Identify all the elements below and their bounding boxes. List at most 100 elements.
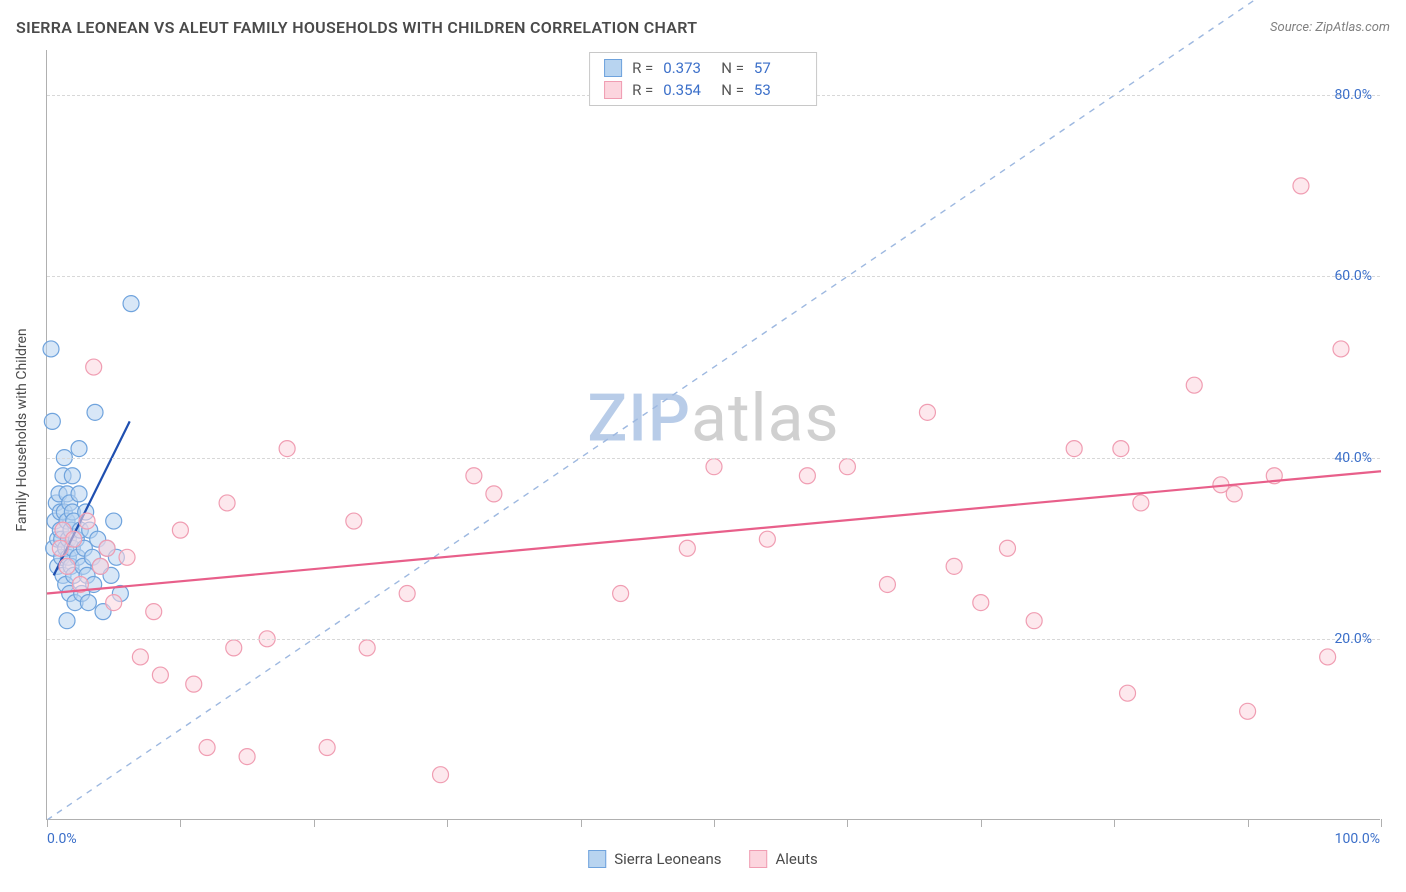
scatter-point [186,676,202,692]
series-legend-item: Sierra Leoneans [588,850,721,868]
x-tick [314,819,315,827]
scatter-point [106,513,122,529]
scatter-point [1333,341,1349,357]
stats-legend-row: R = 0.373 N = 57 [604,57,802,79]
x-tick [847,819,848,827]
y-tick-label: 60.0% [1334,268,1372,284]
legend-swatch [749,850,767,868]
x-tick-label-max: 100.0% [1335,831,1380,847]
scatter-point [613,586,629,602]
scatter-point [346,513,362,529]
r-label: R = [632,59,653,77]
stats-legend-row: R = 0.354 N = 53 [604,79,802,101]
series-legend-item: Aleuts [749,850,817,868]
scatter-point [86,359,102,375]
x-tick [47,819,48,827]
scatter-point [132,649,148,665]
n-value: 53 [754,81,802,99]
scatter-point [92,558,108,574]
scatter-point [43,341,59,357]
scatter-point [1026,613,1042,629]
n-value: 57 [754,59,802,77]
scatter-point [239,749,255,765]
x-tick [1248,819,1249,827]
x-tick [447,819,448,827]
scatter-point [359,640,375,656]
scatter-point [226,640,242,656]
n-label: N = [721,81,744,99]
x-tick [1114,819,1115,827]
gridline-h [47,276,1380,277]
gridline-h [47,639,1380,640]
scatter-point [279,441,295,457]
y-tick-label: 20.0% [1334,631,1372,647]
scatter-point [973,595,989,611]
scatter-point [146,604,162,620]
scatter-point [946,558,962,574]
scatter-point [119,549,135,565]
scatter-point [399,586,415,602]
scatter-point [799,468,815,484]
scatter-point [123,296,139,312]
scatter-point [152,667,168,683]
scatter-point [433,767,449,783]
r-label: R = [632,81,653,99]
scatter-point [999,540,1015,556]
legend-swatch [588,850,606,868]
scatter-point [71,486,87,502]
scatter-plot-area: ZIPatlas 20.0%40.0%60.0%80.0%0.0%100.0% [46,50,1380,820]
y-tick-label: 40.0% [1334,450,1372,466]
series-legend: Sierra Leoneans Aleuts [588,850,818,868]
scatter-point [759,531,775,547]
scatter-point [919,404,935,420]
scatter-point [839,459,855,475]
scatter-point [1113,441,1129,457]
y-axis-label: Family Households with Children [14,328,30,531]
scatter-point [79,513,95,529]
x-tick [581,819,582,827]
scatter-point [1120,685,1136,701]
x-tick [1381,819,1382,827]
scatter-point [466,468,482,484]
scatter-point [87,404,103,420]
x-tick [981,819,982,827]
scatter-point [706,459,722,475]
scatter-point [44,413,60,429]
stats-legend: R = 0.373 N = 57 R = 0.354 N = 53 [589,52,817,106]
series-legend-label: Aleuts [775,850,817,868]
scatter-point [64,468,80,484]
scatter-point [59,558,75,574]
n-label: N = [721,59,744,77]
plot-svg [47,50,1380,819]
r-value: 0.354 [663,81,711,99]
scatter-point [1320,649,1336,665]
x-tick-label-min: 0.0% [47,831,77,847]
y-tick-label: 80.0% [1334,87,1372,103]
scatter-point [1226,486,1242,502]
scatter-point [172,522,188,538]
scatter-point [879,576,895,592]
scatter-point [1240,703,1256,719]
gridline-h [47,458,1380,459]
scatter-point [99,540,115,556]
scatter-point [71,441,87,457]
chart-title: SIERRA LEONEAN VS ALEUT FAMILY HOUSEHOLD… [16,18,697,37]
scatter-point [106,595,122,611]
scatter-point [679,540,695,556]
r-value: 0.373 [663,59,711,77]
scatter-point [80,595,96,611]
scatter-point [66,531,82,547]
source-attribution: Source: ZipAtlas.com [1270,20,1390,35]
scatter-point [1133,495,1149,511]
series-legend-label: Sierra Leoneans [614,850,721,868]
scatter-point [319,740,335,756]
legend-swatch [604,59,622,77]
x-tick [714,819,715,827]
x-tick [180,819,181,827]
scatter-point [59,613,75,629]
scatter-point [1066,441,1082,457]
scatter-point [1293,178,1309,194]
scatter-point [1186,377,1202,393]
legend-swatch [604,81,622,99]
reference-diagonal [47,0,1381,820]
